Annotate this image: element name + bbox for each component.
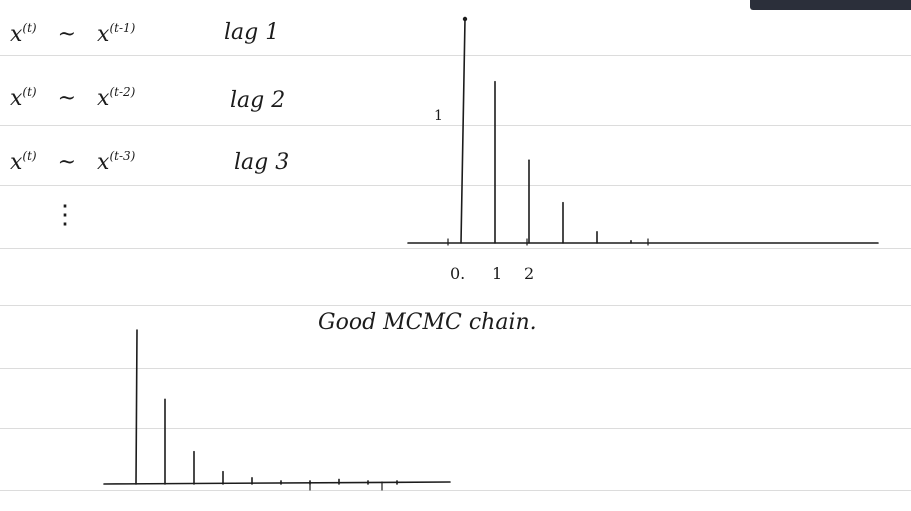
note-sup: (t-3) bbox=[109, 149, 136, 163]
x-tick-label-0: 0. bbox=[450, 264, 466, 283]
note-var: x bbox=[10, 150, 23, 175]
note-var: x bbox=[97, 86, 110, 111]
note-var: x bbox=[10, 86, 23, 111]
ruled-line bbox=[0, 490, 911, 491]
ruled-line bbox=[0, 125, 911, 126]
ruled-line bbox=[0, 55, 911, 56]
ruled-line bbox=[0, 185, 911, 186]
bottom-stem bbox=[135, 329, 138, 485]
note-sim: ~ bbox=[57, 86, 77, 111]
stem-head-dot bbox=[462, 16, 468, 22]
top-stems-group bbox=[460, 16, 632, 244]
toolbar-strip[interactable] bbox=[750, 0, 911, 10]
lag-note-2: x(t) ~ x(t-2) bbox=[10, 85, 136, 111]
note-sup: (t) bbox=[22, 21, 37, 35]
ellipsis-dots: ⋮ bbox=[52, 200, 78, 230]
lag-note-1: x(t) ~ x(t-1) bbox=[10, 21, 136, 47]
lag-label-1: lag 1 bbox=[224, 20, 280, 45]
lag-label-3: lag 3 bbox=[234, 150, 290, 175]
x-tick-label-1: 1 bbox=[492, 264, 503, 283]
ruled-line bbox=[0, 368, 911, 369]
lag-note-3: x(t) ~ x(t-3) bbox=[10, 149, 136, 175]
note-sup: (t-2) bbox=[109, 85, 136, 99]
ruled-line bbox=[0, 428, 911, 429]
note-var: x bbox=[97, 22, 110, 47]
caption: Good MCMC chain. bbox=[318, 310, 537, 335]
note-sup: (t) bbox=[22, 149, 37, 163]
note-var: x bbox=[10, 22, 23, 47]
top-stem bbox=[460, 18, 466, 244]
note-sim: ~ bbox=[57, 150, 77, 175]
bottom-baseline bbox=[103, 481, 451, 485]
lag-label-2: lag 2 bbox=[230, 88, 286, 113]
note-sim: ~ bbox=[57, 22, 77, 47]
bottom-acf-sketch bbox=[103, 329, 451, 491]
note-sup: (t-1) bbox=[109, 21, 136, 35]
ruled-line bbox=[0, 248, 911, 249]
note-sup: (t) bbox=[22, 85, 37, 99]
x-tick-label-2: 2 bbox=[524, 264, 535, 283]
note-var: x bbox=[97, 150, 110, 175]
ruled-line bbox=[0, 305, 911, 306]
y-tick-label: 1 bbox=[434, 108, 443, 124]
